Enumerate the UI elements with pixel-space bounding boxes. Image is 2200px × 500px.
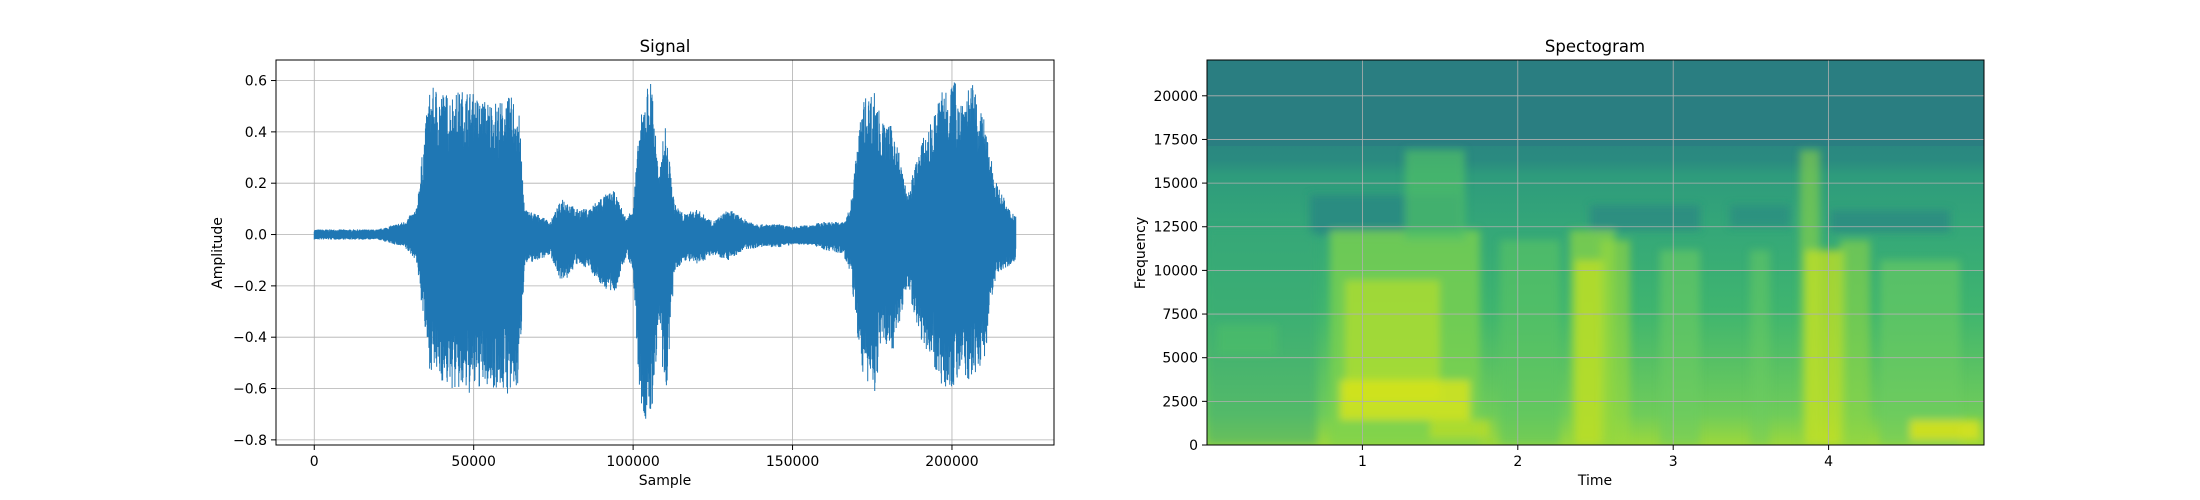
signal-y-tick-label: 0.2 <box>245 176 267 192</box>
spectrogram-title: Spectogram <box>1545 37 1645 56</box>
signal-y-tick-label: −0.4 <box>233 330 267 346</box>
spectrogram-y-tick-label: 10000 <box>1153 263 1198 279</box>
signal-axes-frame <box>275 59 1055 446</box>
signal-x-tick-label: 50000 <box>451 454 496 470</box>
signal-x-tick-label: 0 <box>310 454 319 470</box>
signal-x-tick-label: 200000 <box>925 454 978 470</box>
spectrogram-y-tick-label: 15000 <box>1153 176 1198 192</box>
spectrogram-y-tick-label: 0 <box>1189 438 1198 454</box>
spectrogram-ylabel: Frequency <box>1133 217 1149 289</box>
signal-xlabel: Sample <box>639 473 692 489</box>
signal-waveform <box>313 82 1017 419</box>
signal-y-tick-label: 0.4 <box>245 125 267 141</box>
signal-chart: Signal 0 50000 100000 150000 200000 −0.8 −0.6 −… <box>210 37 1055 489</box>
spectrogram-y-tick-label: 20000 <box>1153 89 1198 105</box>
spectrogram-x-tick-label: 2 <box>1513 454 1522 470</box>
signal-title: Signal <box>640 37 691 56</box>
spectrogram-y-tick-label: 17500 <box>1153 132 1198 148</box>
spectrogram-y-tick-label: 5000 <box>1162 351 1198 367</box>
spectrogram-y-tick-label: 7500 <box>1162 307 1198 323</box>
spectrogram-axes-frame <box>1206 59 1985 446</box>
spectrogram-chart: Spectogram <box>1133 37 1985 489</box>
spectrogram-xlabel: Time <box>1577 473 1612 489</box>
spectrogram-image <box>1207 60 1984 445</box>
signal-y-tick-label: 0.0 <box>245 228 267 244</box>
signal-y-tick-label: −0.6 <box>233 382 267 398</box>
spectrogram-y-tick-label: 12500 <box>1153 220 1198 236</box>
signal-x-tick-label: 100000 <box>606 454 659 470</box>
signal-y-tick-label: −0.8 <box>233 433 267 449</box>
signal-ylabel: Amplitude <box>210 217 226 289</box>
signal-x-tick-label: 150000 <box>766 454 819 470</box>
spectrogram-x-tick-label: 3 <box>1669 454 1678 470</box>
signal-y-tick-label: 0.6 <box>245 74 267 90</box>
spectrogram-y-tick-label: 2500 <box>1162 394 1198 410</box>
spectrogram-x-tick-label: 4 <box>1824 454 1833 470</box>
spectrogram-x-tick-label: 1 <box>1358 454 1367 470</box>
signal-y-tick-label: −0.2 <box>233 279 267 295</box>
